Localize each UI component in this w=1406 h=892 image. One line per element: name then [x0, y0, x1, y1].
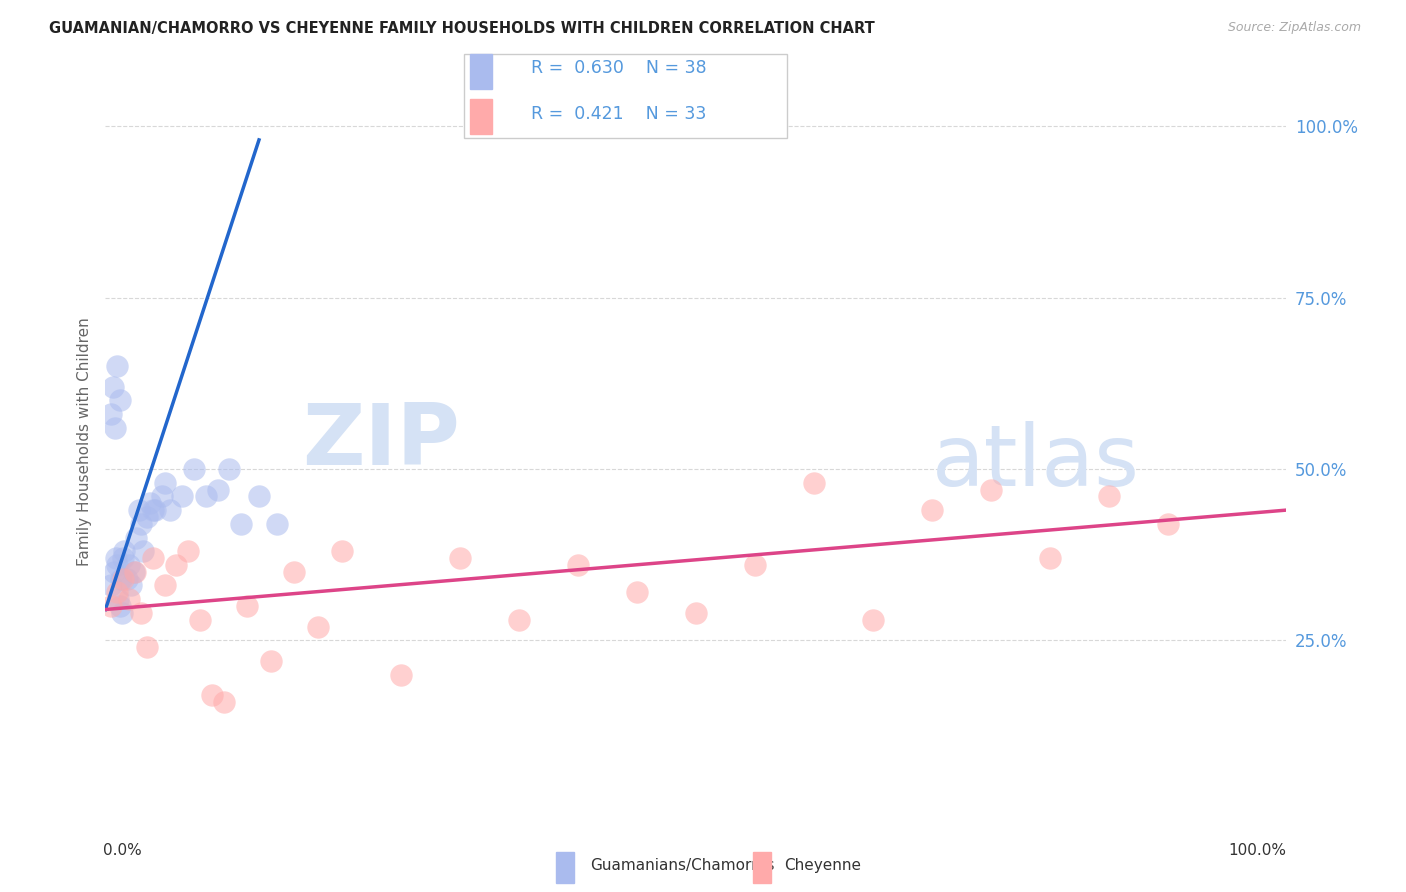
Text: Cheyenne: Cheyenne: [785, 858, 862, 872]
Point: [218, 462, 240, 476]
Point: [129, 516, 152, 531]
Point: [101, 380, 124, 394]
Point: [1157, 516, 1180, 531]
Point: [100, 599, 122, 613]
Point: [260, 654, 283, 668]
Point: [128, 503, 150, 517]
Y-axis label: Family Households with Children: Family Households with Children: [76, 318, 91, 566]
Point: [105, 359, 128, 373]
Point: [980, 483, 1002, 497]
Point: [159, 503, 181, 517]
Point: [112, 572, 135, 586]
Text: 100.0%: 100.0%: [1229, 843, 1286, 858]
Text: 0.0%: 0.0%: [103, 843, 142, 858]
Point: [330, 544, 353, 558]
Point: [921, 503, 943, 517]
Point: [212, 695, 235, 709]
Text: atlas: atlas: [932, 421, 1140, 504]
Point: [115, 572, 138, 586]
Point: [207, 483, 229, 497]
Point: [112, 544, 135, 558]
Point: [266, 516, 288, 531]
Point: [165, 558, 187, 572]
Point: [100, 578, 122, 592]
Point: [153, 475, 176, 490]
Point: [135, 510, 157, 524]
Point: [1098, 489, 1121, 503]
Point: [283, 565, 305, 579]
Point: [135, 640, 157, 655]
Point: [150, 489, 173, 503]
Point: [183, 462, 205, 476]
Point: [201, 688, 224, 702]
Point: [100, 407, 122, 421]
Point: [112, 551, 135, 566]
Point: [120, 578, 142, 592]
Point: [108, 599, 131, 613]
Text: ZIP: ZIP: [302, 400, 460, 483]
Point: [105, 585, 128, 599]
Text: Source: ZipAtlas.com: Source: ZipAtlas.com: [1227, 21, 1361, 34]
Point: [124, 565, 146, 579]
Point: [449, 551, 471, 566]
Text: R =  0.421    N = 33: R = 0.421 N = 33: [531, 104, 707, 122]
Point: [142, 503, 165, 517]
Point: [129, 606, 152, 620]
Point: [125, 531, 148, 545]
Point: [107, 592, 129, 607]
Point: [122, 565, 145, 579]
Point: [105, 551, 128, 566]
Point: [104, 421, 127, 435]
Point: [110, 572, 132, 586]
Point: [132, 544, 155, 558]
Point: [118, 592, 141, 607]
Point: [231, 516, 253, 531]
Point: [118, 558, 141, 572]
Point: [105, 558, 128, 572]
Point: [236, 599, 259, 613]
Text: Guamanians/Chamorros: Guamanians/Chamorros: [591, 858, 775, 872]
Point: [803, 475, 825, 490]
Point: [389, 667, 412, 681]
Point: [1039, 551, 1062, 566]
Point: [247, 489, 270, 503]
Point: [153, 578, 176, 592]
Point: [177, 544, 200, 558]
Point: [685, 606, 707, 620]
Point: [626, 585, 648, 599]
Point: [139, 496, 162, 510]
Point: [567, 558, 589, 572]
Point: [143, 503, 166, 517]
Text: R =  0.630    N = 38: R = 0.630 N = 38: [531, 59, 707, 77]
Text: GUAMANIAN/CHAMORRO VS CHEYENNE FAMILY HOUSEHOLDS WITH CHILDREN CORRELATION CHART: GUAMANIAN/CHAMORRO VS CHEYENNE FAMILY HO…: [49, 21, 875, 36]
Point: [108, 393, 131, 408]
Point: [744, 558, 766, 572]
Point: [172, 489, 194, 503]
Point: [103, 565, 125, 579]
Point: [142, 551, 165, 566]
Point: [194, 489, 217, 503]
Point: [307, 619, 329, 633]
Point: [188, 613, 211, 627]
Point: [111, 606, 134, 620]
Point: [508, 613, 530, 627]
Point: [862, 613, 884, 627]
